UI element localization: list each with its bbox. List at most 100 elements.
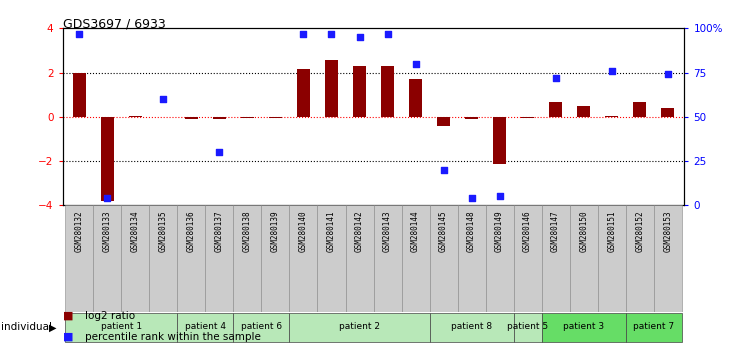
- Bar: [605, 116, 618, 117]
- Text: percentile rank within the sample: percentile rank within the sample: [85, 332, 261, 342]
- Bar: [149, 205, 177, 312]
- Bar: [437, 117, 450, 126]
- Text: GSM280138: GSM280138: [243, 211, 252, 252]
- Text: GSM280139: GSM280139: [271, 211, 280, 252]
- Text: patient 2: patient 2: [339, 322, 380, 331]
- Bar: [577, 106, 590, 117]
- Bar: [373, 205, 402, 312]
- Bar: [66, 313, 177, 342]
- Bar: [634, 102, 646, 117]
- Bar: [493, 117, 506, 164]
- Text: patient 7: patient 7: [633, 322, 674, 331]
- Text: ▶: ▶: [49, 322, 57, 332]
- Point: [382, 31, 394, 36]
- Text: GSM280141: GSM280141: [327, 211, 336, 252]
- Bar: [430, 313, 514, 342]
- Text: ■: ■: [63, 332, 73, 342]
- Bar: [598, 205, 626, 312]
- Text: GSM280133: GSM280133: [103, 211, 112, 252]
- Bar: [521, 117, 534, 118]
- Bar: [662, 108, 674, 117]
- Point: [606, 68, 618, 74]
- Text: GSM280148: GSM280148: [467, 211, 476, 252]
- Text: GSM280150: GSM280150: [579, 211, 588, 252]
- Bar: [381, 66, 394, 117]
- Text: patient 8: patient 8: [451, 322, 492, 331]
- Bar: [486, 205, 514, 312]
- Bar: [626, 313, 682, 342]
- Bar: [325, 61, 338, 117]
- Text: ■: ■: [63, 310, 73, 321]
- Bar: [177, 313, 233, 342]
- Text: patient 6: patient 6: [241, 322, 282, 331]
- Point: [325, 31, 337, 36]
- Bar: [213, 117, 226, 119]
- Bar: [542, 205, 570, 312]
- Bar: [317, 205, 345, 312]
- Bar: [402, 205, 430, 312]
- Text: GSM280140: GSM280140: [299, 211, 308, 252]
- Bar: [626, 205, 654, 312]
- Text: GSM280153: GSM280153: [663, 211, 672, 252]
- Bar: [233, 205, 261, 312]
- Text: GSM280149: GSM280149: [495, 211, 504, 252]
- Bar: [261, 205, 289, 312]
- Bar: [430, 205, 458, 312]
- Text: patient 4: patient 4: [185, 322, 226, 331]
- Bar: [177, 205, 205, 312]
- Bar: [297, 69, 310, 117]
- Bar: [233, 313, 289, 342]
- Text: GSM280136: GSM280136: [187, 211, 196, 252]
- Bar: [514, 205, 542, 312]
- Point: [466, 195, 478, 201]
- Text: individual: individual: [1, 322, 52, 332]
- Text: GSM280135: GSM280135: [159, 211, 168, 252]
- Text: GSM280145: GSM280145: [439, 211, 448, 252]
- Point: [74, 31, 85, 36]
- Point: [158, 96, 169, 102]
- Text: GSM280143: GSM280143: [383, 211, 392, 252]
- Text: log2 ratio: log2 ratio: [85, 310, 135, 321]
- Bar: [289, 205, 317, 312]
- Text: GSM280144: GSM280144: [411, 211, 420, 252]
- Bar: [465, 117, 478, 119]
- Point: [494, 194, 506, 199]
- Bar: [185, 117, 198, 119]
- Bar: [409, 79, 422, 117]
- Point: [213, 149, 225, 155]
- Bar: [101, 117, 113, 201]
- Text: GSM280151: GSM280151: [607, 211, 616, 252]
- Bar: [129, 116, 142, 117]
- Text: patient 1: patient 1: [101, 322, 142, 331]
- Bar: [66, 205, 93, 312]
- Text: GSM280147: GSM280147: [551, 211, 560, 252]
- Text: patient 5: patient 5: [507, 322, 548, 331]
- Text: GSM280152: GSM280152: [635, 211, 644, 252]
- Bar: [458, 205, 486, 312]
- Text: GSM280146: GSM280146: [523, 211, 532, 252]
- Point: [550, 75, 562, 81]
- Text: patient 3: patient 3: [563, 322, 604, 331]
- Point: [102, 195, 113, 201]
- Point: [353, 34, 365, 40]
- Text: GSM280137: GSM280137: [215, 211, 224, 252]
- Bar: [241, 117, 254, 118]
- Bar: [345, 205, 373, 312]
- Bar: [93, 205, 121, 312]
- Text: GSM280142: GSM280142: [355, 211, 364, 252]
- Bar: [654, 205, 682, 312]
- Bar: [353, 66, 366, 117]
- Bar: [549, 102, 562, 117]
- Bar: [514, 313, 542, 342]
- Point: [297, 31, 309, 36]
- Point: [662, 72, 673, 77]
- Bar: [289, 313, 430, 342]
- Bar: [542, 313, 626, 342]
- Bar: [570, 205, 598, 312]
- Bar: [269, 117, 282, 118]
- Bar: [73, 73, 85, 117]
- Text: GSM280132: GSM280132: [75, 211, 84, 252]
- Text: GSM280134: GSM280134: [131, 211, 140, 252]
- Point: [410, 61, 422, 67]
- Bar: [205, 205, 233, 312]
